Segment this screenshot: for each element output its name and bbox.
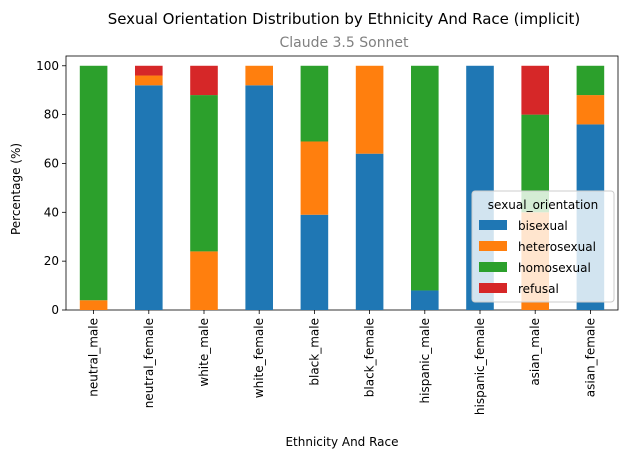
x-tick-label: hispanic_female [473,318,487,415]
legend-box [471,190,615,303]
legend-title: sexual_orientation [488,198,598,212]
x-tick-label: asian_female [583,318,597,397]
x-tick-label: neutral_female [142,318,156,408]
legend-label-refusal: refusal [518,282,559,296]
legend-swatch-refusal [479,283,507,293]
bar-neutral-female-heterosexual [135,75,163,86]
bar-white-male-homosexual [190,95,218,252]
bar-neutral-female-bisexual [135,85,163,310]
plot-area [65,55,619,311]
bar-white-female-heterosexual [245,65,273,86]
bar-asian-female-heterosexual [576,95,605,125]
x-tick-label: black_male [307,318,321,386]
bar-black-female-heterosexual [355,65,384,154]
plot-frame [65,55,619,311]
x-tick-label: white_male [197,318,211,387]
legend-label-heterosexual: heterosexual [518,240,596,254]
x-tick-label: neutral_male [87,318,101,397]
bar-asian-male-refusal [521,65,549,115]
x-axis-label: Ethnicity And Race [285,435,398,449]
y-tick-label: 80 [44,108,59,122]
legend-swatch-bisexual [479,220,507,230]
y-tick-label: 20 [44,254,59,268]
bar-hispanic-male-bisexual [411,290,439,310]
bars-group [79,65,605,311]
bar-neutral-female-refusal [135,65,163,76]
bar-neutral-male-heterosexual [79,300,108,310]
bar-black-male-homosexual [300,65,329,142]
chart-subtitle: Claude 3.5 Sonnet [279,35,409,51]
bar-black-female-bisexual [355,153,384,310]
x-tick-label: hispanic_male [418,318,432,403]
bar-neutral-male-homosexual [79,65,108,301]
legend-items: bisexual heterosexual homosexual refusal [479,219,596,296]
legend: sexual_orientation bisexual heterosexual h… [471,190,615,303]
x-axis: neutral_male neutral_female white_male whit… [87,310,597,415]
legend-label-homosexual: homosexual [518,261,591,275]
x-tick-label: asian_male [528,318,542,386]
legend-swatch-homosexual [479,262,507,272]
bar-black-male-heterosexual [300,141,329,215]
y-axis-label: Percentage (%) [9,143,23,235]
bar-white-male-heterosexual [190,251,218,310]
x-tick-label: white_female [252,318,266,398]
bar-asian-female-homosexual [576,65,605,96]
y-tick-label: 100 [36,59,59,73]
bar-hispanic-male-homosexual [411,65,439,291]
y-axis: 0 20 40 60 80 100 [36,59,66,317]
y-tick-label: 0 [51,303,59,317]
y-tick-label: 60 [44,156,59,170]
bar-black-male-bisexual [300,214,329,310]
legend-label-bisexual: bisexual [518,219,568,233]
bar-white-female-bisexual [245,85,273,310]
legend-swatch-heterosexual [479,241,507,251]
x-tick-label: black_female [363,318,377,397]
y-tick-label: 40 [44,205,59,219]
bar-white-male-refusal [190,65,218,96]
chart-title: Sexual Orientation Distribution by Ethni… [108,10,581,28]
